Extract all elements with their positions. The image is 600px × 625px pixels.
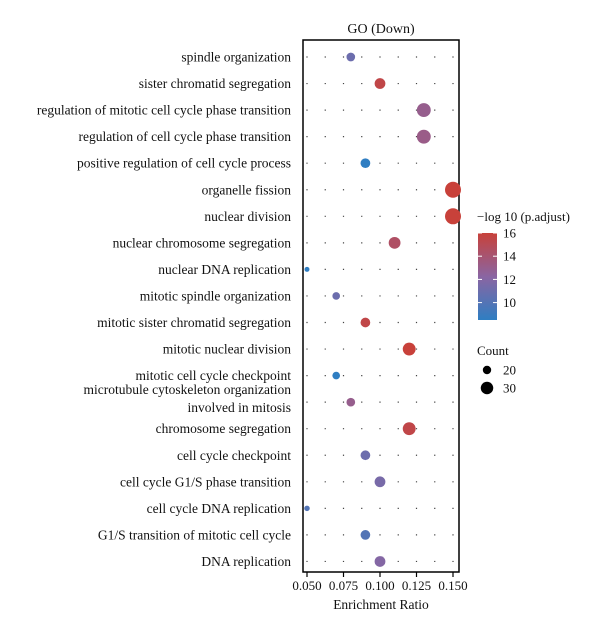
term-label: mitotic nuclear division bbox=[163, 342, 291, 357]
data-point bbox=[346, 397, 356, 407]
term-label: nuclear division bbox=[204, 209, 291, 224]
data-point bbox=[304, 266, 310, 272]
term-label: microtubule cytoskeleton organization inv… bbox=[84, 382, 292, 415]
term-label: cell cycle DNA replication bbox=[147, 501, 292, 516]
term-label: nuclear DNA replication bbox=[158, 262, 291, 277]
size-legend-label: 30 bbox=[503, 381, 516, 396]
term-label: mitotic spindle organization bbox=[140, 288, 291, 303]
x-tick-label: 0.100 bbox=[365, 578, 394, 593]
data-point bbox=[374, 556, 386, 567]
term-label: sister chromatid segregation bbox=[139, 76, 291, 91]
term-label: organelle fission bbox=[202, 182, 292, 197]
data-point bbox=[374, 476, 386, 488]
data-point bbox=[416, 129, 431, 144]
size-legend-dot bbox=[482, 365, 492, 375]
term-labels: spindle organization sister chromatid seg… bbox=[37, 50, 291, 569]
x-tick-label: 0.125 bbox=[402, 578, 431, 593]
x-axis: 0.050 0.075 0.100 0.125 0.150 bbox=[292, 572, 468, 593]
data-point bbox=[402, 422, 416, 436]
size-legend-label: 20 bbox=[503, 363, 516, 378]
data-point bbox=[445, 208, 461, 225]
data-point bbox=[360, 450, 371, 461]
color-tick-label: 12 bbox=[503, 272, 516, 287]
color-tick-label: 10 bbox=[503, 295, 516, 310]
color-tick-label: 14 bbox=[503, 249, 517, 264]
term-label: nuclear chromosome segregation bbox=[113, 235, 292, 250]
data-point bbox=[374, 78, 386, 89]
chart-title: GO (Down) bbox=[347, 22, 415, 37]
data-point bbox=[360, 317, 371, 328]
data-point bbox=[360, 158, 371, 169]
color-legend: −log 10 (p.adjust) 16 14 12 10 bbox=[477, 209, 570, 320]
color-bar bbox=[478, 233, 497, 320]
data-point bbox=[402, 342, 416, 356]
term-label: G1/S transition of mitotic cell cycle bbox=[98, 527, 291, 542]
x-tick-label: 0.150 bbox=[438, 578, 467, 593]
data-point bbox=[332, 371, 341, 380]
x-tick-label: 0.075 bbox=[329, 578, 358, 593]
x-tick-label: 0.050 bbox=[292, 578, 321, 593]
term-label: cell cycle checkpoint bbox=[177, 448, 291, 463]
size-legend-title: Count bbox=[477, 343, 509, 358]
term-label-line: involved in mitosis bbox=[187, 400, 291, 415]
data-point bbox=[304, 505, 310, 512]
data-points bbox=[304, 52, 461, 567]
color-legend-ticks: 16 14 12 10 bbox=[478, 226, 517, 310]
term-label: regulation of mitotic cell cycle phase t… bbox=[37, 103, 291, 118]
term-label: cell cycle G1/S phase transition bbox=[120, 474, 291, 489]
color-tick-label: 16 bbox=[503, 226, 517, 241]
x-axis-title: Enrichment Ratio bbox=[333, 597, 429, 612]
data-point bbox=[445, 181, 461, 198]
term-label: mitotic cell cycle checkpoint bbox=[135, 368, 291, 383]
data-point bbox=[346, 52, 356, 62]
term-label: DNA replication bbox=[201, 554, 291, 569]
term-label: regulation of cell cycle phase transitio… bbox=[78, 129, 291, 144]
size-legend-dot bbox=[480, 381, 494, 395]
term-label: positive regulation of cell cycle proces… bbox=[77, 156, 291, 171]
data-point bbox=[360, 530, 371, 540]
term-label: mitotic sister chromatid segregation bbox=[97, 315, 291, 330]
plot-panel bbox=[302, 39, 460, 573]
data-point bbox=[332, 292, 341, 300]
plot-grid bbox=[306, 42, 454, 570]
term-label: spindle organization bbox=[181, 50, 291, 65]
color-legend-title: −log 10 (p.adjust) bbox=[477, 209, 570, 224]
term-label: chromosome segregation bbox=[156, 421, 292, 436]
data-point bbox=[388, 236, 401, 249]
term-label-line: microtubule cytoskeleton organization bbox=[84, 382, 292, 397]
data-point bbox=[416, 103, 431, 118]
